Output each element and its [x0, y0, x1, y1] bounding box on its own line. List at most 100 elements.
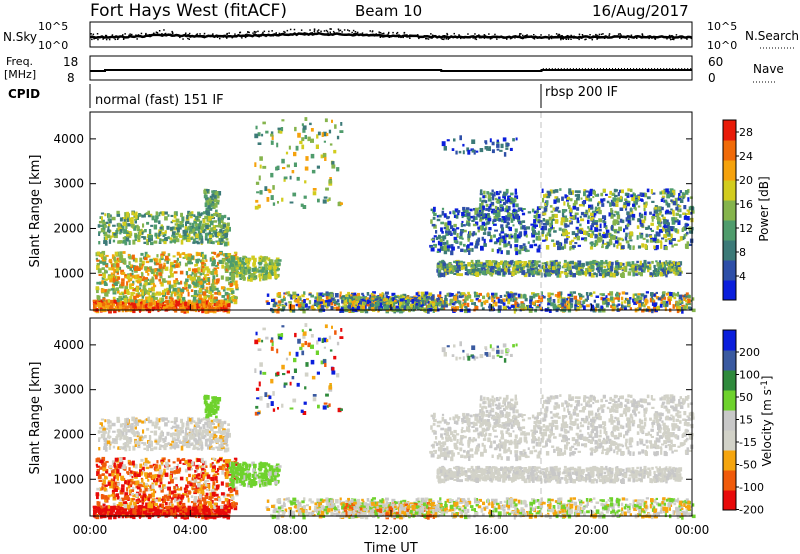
- power-echo: [491, 260, 496, 263]
- power-echo: [659, 272, 663, 277]
- power-echo: [172, 306, 176, 312]
- power-echo: [625, 292, 629, 295]
- power-echo: [210, 270, 215, 276]
- power-echo: [311, 169, 316, 174]
- power-echo: [446, 245, 451, 249]
- power-echo: [201, 308, 204, 314]
- power-echo: [541, 295, 546, 299]
- power-echo: [234, 280, 238, 285]
- power-echo: [560, 271, 564, 274]
- power-echo: [218, 292, 222, 296]
- power-echo: [594, 227, 599, 232]
- power-echo: [510, 304, 515, 308]
- power-echo: [154, 275, 158, 280]
- power-echo: [131, 275, 136, 279]
- power-echo: [427, 297, 431, 300]
- power-echo: [535, 212, 538, 218]
- power-echo: [200, 283, 205, 289]
- power-echo: [493, 295, 498, 298]
- noise-point: [596, 34, 598, 37]
- power-echo: [484, 200, 488, 204]
- power-echo: [502, 302, 506, 306]
- power-echo: [645, 291, 649, 294]
- power-echo: [430, 219, 433, 224]
- power-echo: [132, 280, 135, 285]
- power-echo: [217, 299, 221, 305]
- power-echo: [175, 264, 179, 268]
- power-echo: [131, 217, 134, 220]
- noise-point: [145, 32, 147, 35]
- power-echo: [102, 260, 107, 266]
- power-echo: [331, 297, 335, 301]
- power-echo: [211, 203, 214, 206]
- nave-point: [660, 68, 662, 69]
- power-echo: [456, 306, 459, 310]
- power-echo: [459, 303, 462, 309]
- power-echo: [439, 263, 443, 267]
- noise-point: [654, 38, 657, 40]
- power-echo: [601, 293, 605, 297]
- power-echo: [376, 295, 379, 300]
- noise-point: [347, 29, 349, 31]
- noise-point: [446, 36, 448, 38]
- power-echo: [176, 290, 180, 295]
- power-echo: [208, 303, 213, 308]
- power-echo: [399, 308, 403, 314]
- power-echo: [261, 266, 266, 270]
- noise-point: [172, 32, 174, 35]
- power-echo: [147, 297, 151, 303]
- power-echo: [345, 297, 349, 301]
- noise-point: [483, 34, 486, 36]
- power-echo: [585, 196, 589, 201]
- noise-point: [557, 34, 559, 37]
- noise-point: [317, 31, 319, 34]
- power-echo: [635, 273, 639, 276]
- power-echo: [202, 291, 207, 296]
- power-echo: [151, 276, 154, 280]
- noise-right-label: N.Search: [745, 29, 799, 43]
- power-echo: [193, 305, 197, 310]
- power-echo: [514, 272, 517, 275]
- noise-point: [562, 38, 564, 40]
- power-echo: [498, 218, 502, 222]
- power-echo: [441, 207, 445, 210]
- power-echo: [328, 299, 332, 304]
- noise-point: [254, 34, 256, 36]
- power-echo: [136, 294, 141, 297]
- power-echo: [325, 299, 329, 303]
- power-echo: [211, 285, 216, 291]
- power-echo: [243, 269, 246, 275]
- power-echo: [231, 277, 235, 283]
- power-echo: [450, 250, 454, 256]
- power-echo: [113, 299, 117, 304]
- power-echo: [444, 222, 448, 227]
- power-echo: [446, 264, 449, 270]
- power-echo: [127, 278, 131, 283]
- power-echo: [676, 262, 681, 265]
- power-echo: [657, 266, 662, 270]
- noise-point: [488, 33, 490, 35]
- power-echo: [579, 293, 583, 299]
- power-echo: [378, 306, 381, 311]
- power-echo: [457, 246, 460, 249]
- nave-point: [687, 68, 689, 69]
- power-echo: [253, 257, 257, 262]
- power-echo: [281, 119, 285, 122]
- power-echo: [104, 293, 107, 296]
- power-echo: [531, 227, 535, 231]
- power-echo: [257, 132, 261, 137]
- power-echo: [208, 216, 211, 221]
- power-echo: [502, 271, 506, 276]
- power-echo: [502, 306, 507, 311]
- power-echo: [139, 303, 142, 308]
- noise-point: [519, 33, 521, 35]
- power-echo: [602, 297, 606, 301]
- power-echo: [119, 251, 123, 257]
- power-echo: [272, 202, 276, 206]
- power-echo: [161, 255, 164, 259]
- power-echo: [403, 306, 407, 310]
- power-echo: [191, 268, 196, 272]
- power-echo: [533, 219, 536, 224]
- power-echo: [557, 291, 561, 297]
- power-echo: [439, 295, 442, 300]
